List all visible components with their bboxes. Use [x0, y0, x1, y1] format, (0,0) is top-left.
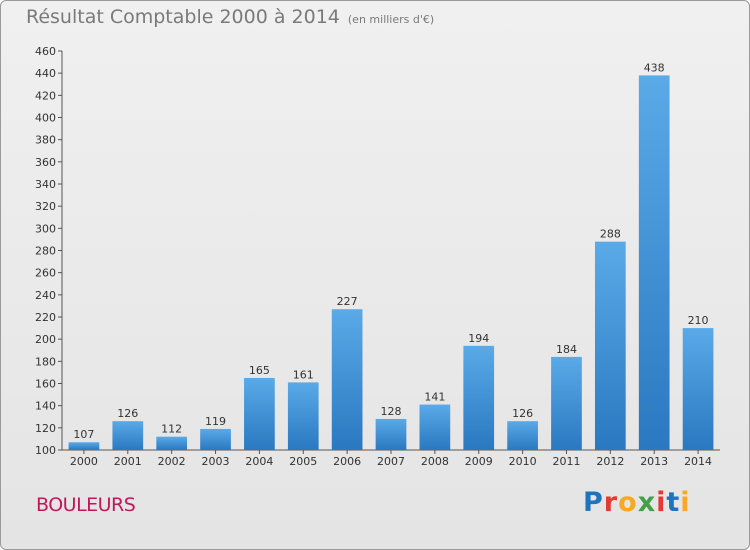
x-tick-label: 2000 [70, 455, 98, 468]
x-tick-label: 2005 [289, 455, 317, 468]
x-tick-label: 2014 [684, 455, 712, 468]
x-tick-label: 2013 [640, 455, 668, 468]
y-tick-label: 120 [35, 422, 56, 435]
bar [551, 356, 582, 450]
bar [419, 404, 451, 450]
bar [156, 436, 188, 450]
x-tick-label: 2003 [202, 455, 230, 468]
data-label: 141 [424, 391, 445, 404]
data-label: 288 [600, 228, 621, 241]
chart-title-block: Résultat Comptable 2000 à 2014 (en millie… [26, 6, 434, 28]
bar [200, 428, 231, 450]
y-tick-label: 420 [35, 89, 56, 102]
chart-title: Résultat Comptable 2000 à 2014 [26, 6, 340, 28]
y-tick-label: 400 [35, 112, 56, 125]
bar [244, 377, 275, 450]
bar [112, 421, 144, 450]
y-tick-label: 440 [35, 67, 56, 80]
data-label: 112 [161, 423, 182, 436]
data-label: 194 [468, 332, 489, 345]
y-tick-label: 160 [35, 378, 56, 391]
y-tick-label: 140 [35, 400, 56, 413]
data-label: 438 [644, 61, 665, 74]
data-label: 107 [73, 428, 94, 441]
logo-letter: P [583, 487, 604, 518]
y-tick-label: 240 [35, 289, 56, 302]
proxiti-logo: Proxiti [583, 487, 691, 518]
data-label: 210 [688, 314, 709, 327]
data-label: 161 [293, 368, 314, 381]
logo-letter: o [618, 487, 638, 518]
logo-letter: i [656, 487, 667, 518]
bar [375, 418, 407, 450]
data-label: 165 [249, 364, 270, 377]
x-tick-label: 2006 [333, 455, 361, 468]
logo-letter: t [666, 487, 681, 518]
data-label: 119 [205, 415, 226, 428]
bar [68, 442, 100, 450]
bar [331, 309, 363, 450]
bar [638, 75, 670, 450]
data-label: 126 [117, 407, 138, 420]
x-tick-label: 2004 [245, 455, 273, 468]
x-tick-label: 2011 [552, 455, 580, 468]
y-tick-label: 300 [35, 222, 56, 235]
data-label: 184 [556, 343, 577, 356]
commune-name: BOULEURS [36, 494, 136, 516]
bar [507, 421, 538, 450]
bar [682, 328, 714, 450]
y-tick-label: 380 [35, 134, 56, 147]
y-tick-label: 180 [35, 355, 56, 368]
logo-letter: x [637, 487, 657, 518]
x-tick-label: 2010 [509, 455, 537, 468]
y-tick-label: 460 [35, 45, 56, 58]
chart-subtitle: (en milliers d'€) [347, 13, 435, 26]
logo-letter: i [680, 487, 691, 518]
bar [287, 382, 319, 450]
x-tick-label: 2007 [377, 455, 405, 468]
y-tick-label: 360 [35, 156, 56, 169]
data-label: 227 [337, 295, 358, 308]
x-tick-label: 2002 [158, 455, 186, 468]
y-tick-label: 100 [35, 444, 56, 457]
data-label: 126 [512, 407, 533, 420]
x-tick-label: 2012 [596, 455, 624, 468]
x-tick-label: 2001 [114, 455, 142, 468]
x-tick-label: 2009 [465, 455, 493, 468]
y-tick-label: 260 [35, 267, 56, 280]
data-label: 128 [381, 405, 402, 418]
logo-letter: r [603, 487, 619, 518]
y-tick-label: 200 [35, 333, 56, 346]
bar [594, 241, 626, 450]
y-tick-label: 340 [35, 178, 56, 191]
y-tick-label: 220 [35, 311, 56, 324]
bar [463, 345, 495, 450]
y-tick-label: 320 [35, 200, 56, 213]
x-tick-label: 2008 [421, 455, 449, 468]
y-tick-label: 280 [35, 245, 56, 258]
